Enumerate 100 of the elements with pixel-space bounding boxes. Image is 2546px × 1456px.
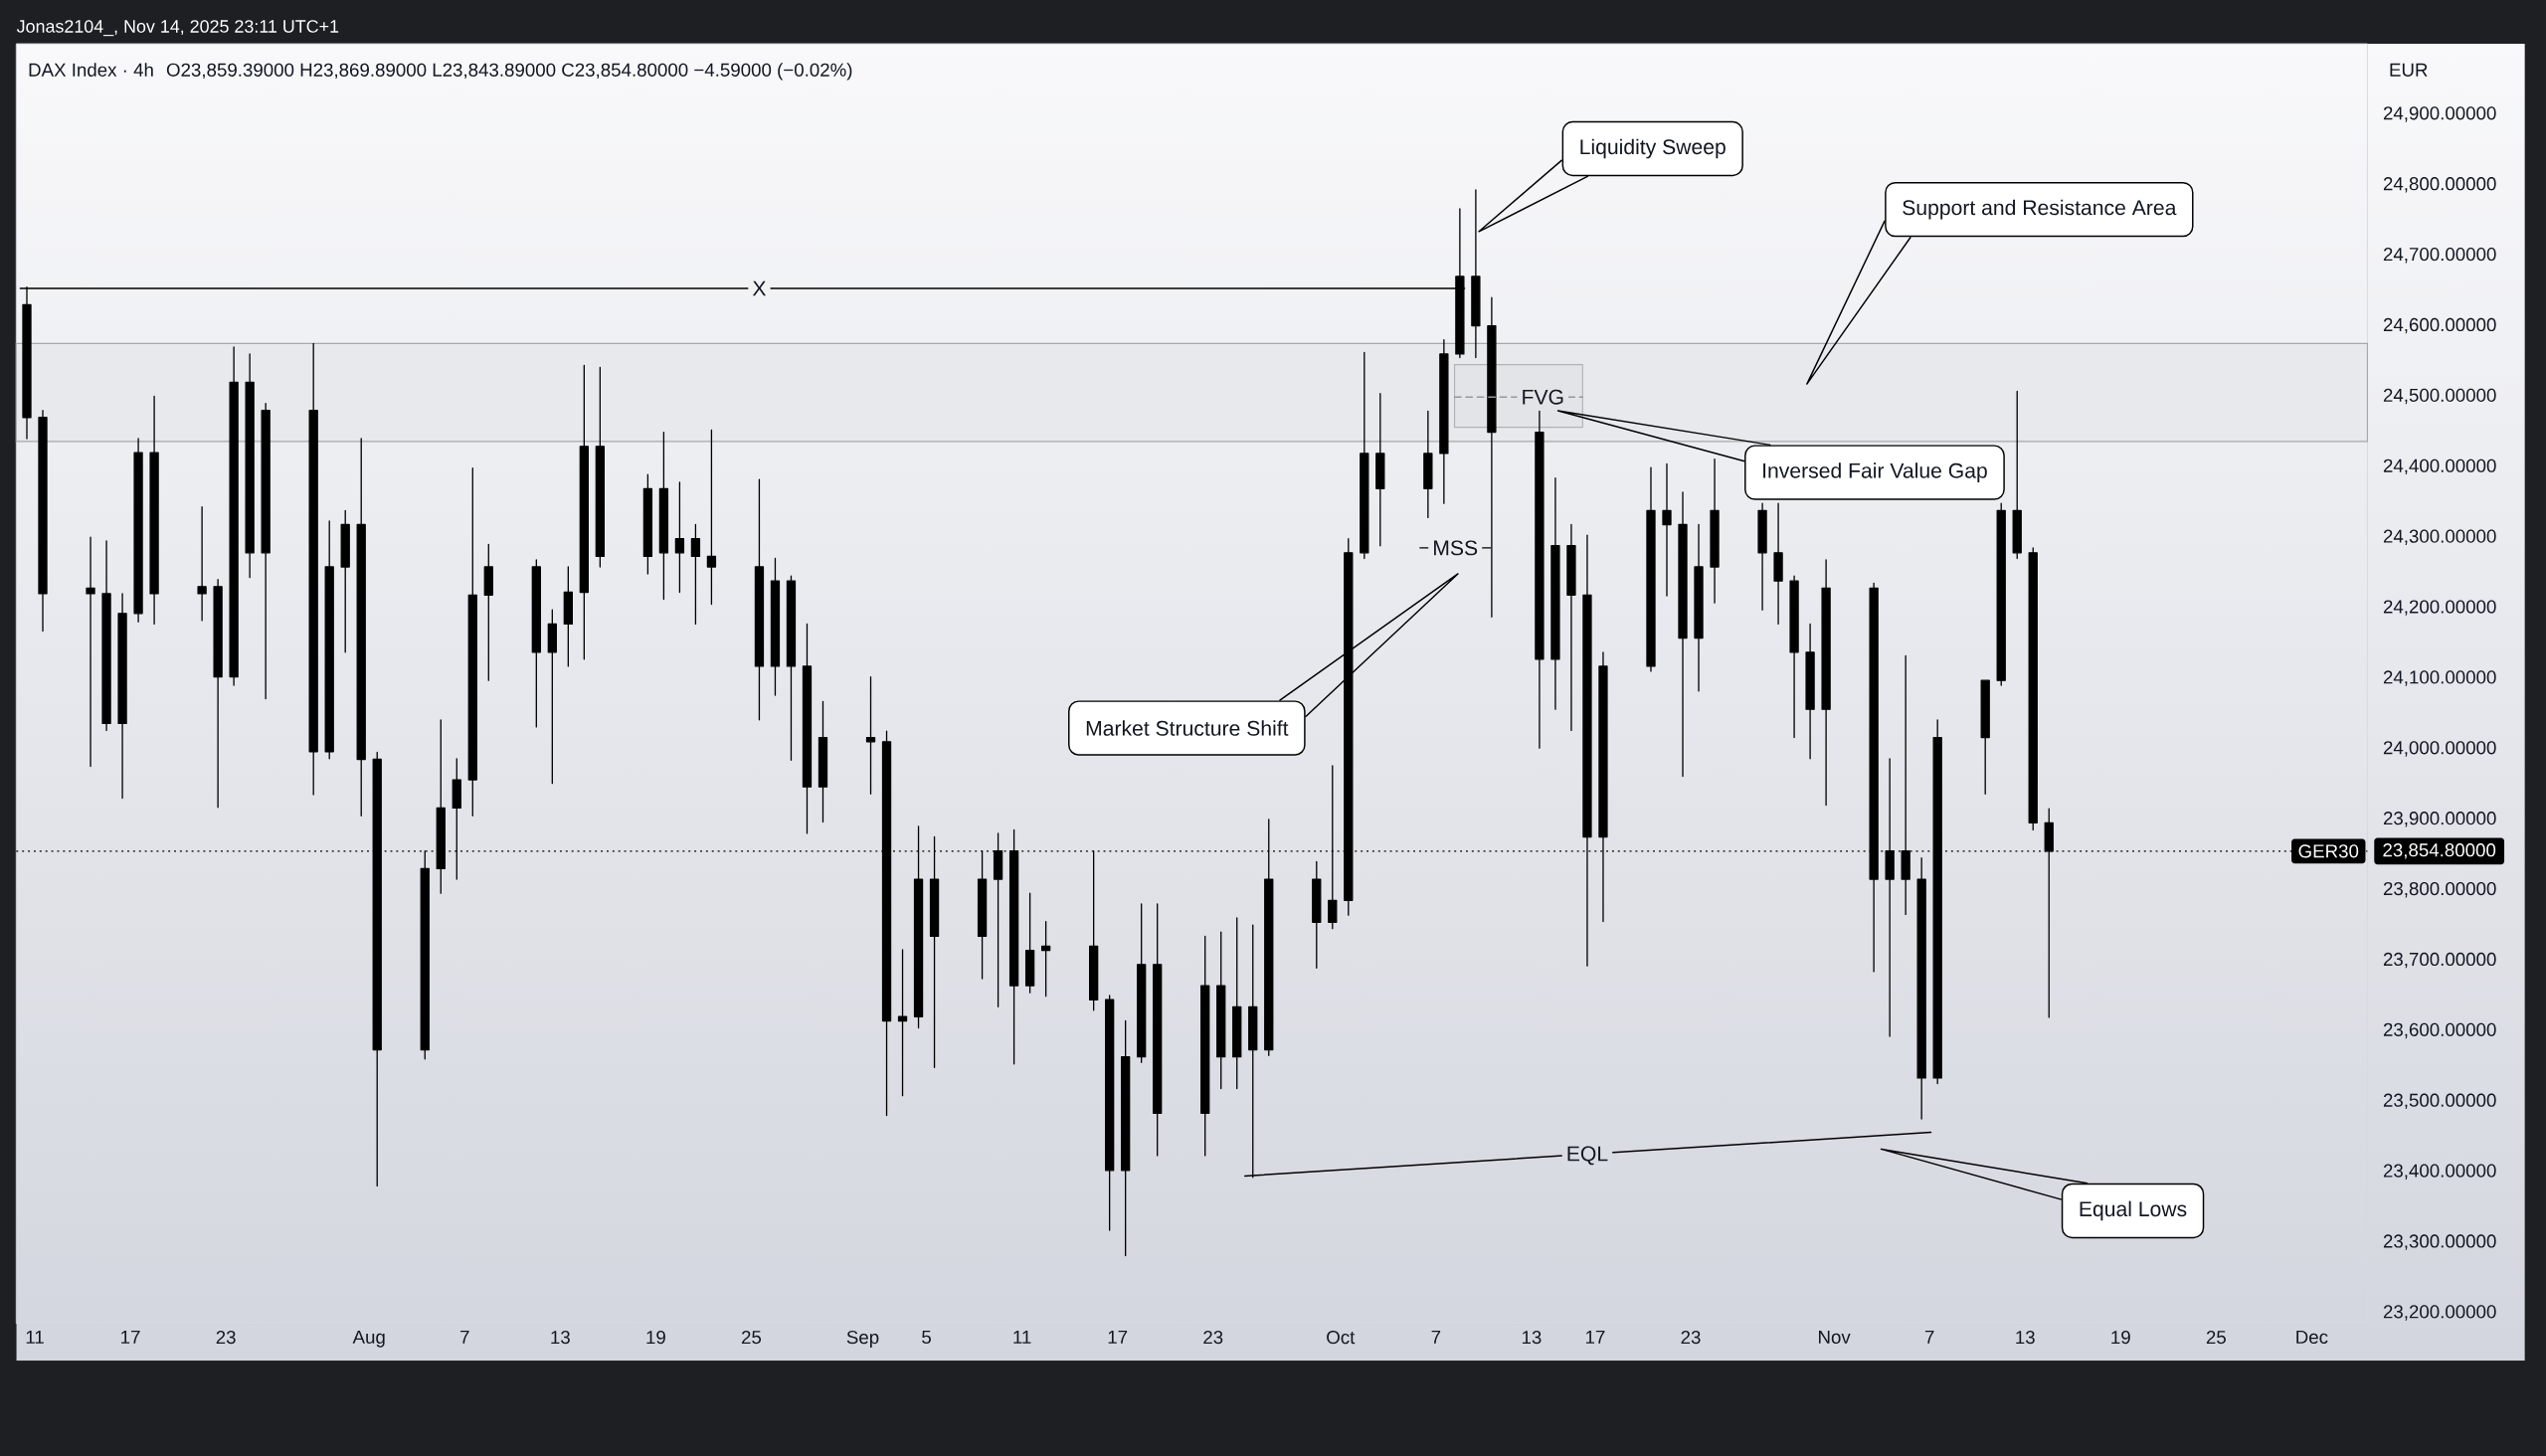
y-tick-label: 23,200.00000 [2383, 1305, 2496, 1321]
y-tick-label: 24,400.00000 [2383, 458, 2496, 474]
candlestick [197, 505, 207, 622]
candlestick [356, 438, 366, 817]
candlestick [1757, 502, 1767, 611]
candlestick [1694, 523, 1704, 692]
x-tick-label: Sep [846, 1330, 879, 1348]
x-tick-label: 23 [216, 1330, 236, 1344]
x-tick-label: Nov [1819, 1330, 1851, 1344]
candlestick [1916, 856, 1926, 1120]
annotation: Market Structure Shift [1086, 720, 1289, 736]
candlestick [1773, 502, 1783, 625]
x-tick-label: 17 [121, 1330, 140, 1344]
candlestick [642, 473, 653, 575]
y-tick-label: 23,300.00000 [2383, 1234, 2496, 1250]
candlestick [483, 543, 493, 681]
candlestick [213, 578, 223, 809]
x-tick-label: 11 [26, 1330, 44, 1344]
y-tick-label: 24,600.00000 [2383, 317, 2496, 334]
y-tick-label: 24,000.00000 [2383, 740, 2496, 757]
candlestick [2012, 390, 2022, 559]
candlestick [1789, 575, 1799, 738]
annotation: Liquidity Sweep [1580, 138, 1726, 159]
candlestick [786, 575, 797, 761]
candlestick [1535, 410, 1545, 749]
x-tick-label: 25 [741, 1330, 762, 1344]
x-tick-label: Aug [352, 1330, 385, 1348]
candlestick [1105, 995, 1115, 1231]
y-tick-label: 23,500.00000 [2383, 1093, 2496, 1109]
candlestick [117, 593, 127, 799]
x-tick-label: 17 [1108, 1330, 1128, 1344]
candlestick [563, 566, 573, 667]
candlestick [1678, 490, 1688, 777]
candlestick [579, 364, 590, 660]
y-tick-label: 23,800.00000 [2383, 881, 2496, 898]
annotation: FVG [1523, 389, 1563, 405]
candlestick [86, 536, 95, 768]
candlestick [770, 557, 781, 696]
candlestick [1312, 860, 1322, 969]
y-tick-label: 24,700.00000 [2383, 247, 2496, 264]
candlestick [149, 395, 159, 625]
candlestick [324, 520, 334, 760]
text: DAX Index · 4h [29, 62, 153, 77]
x-tick-label: 11 [1013, 1330, 1031, 1344]
annotation: Equal Lows [2080, 1200, 2187, 1221]
candlestick [595, 366, 606, 568]
candlestick [1200, 935, 1210, 1157]
y-tick-label: 23,600.00000 [2383, 1022, 2496, 1038]
y-tick-label: 24,800.00000 [2383, 176, 2496, 193]
annotation: X [752, 280, 767, 296]
x-tick-label: Oct [1327, 1330, 1356, 1344]
text: Jonas2104_, Nov 14, 2025 23:11 UTC+1 [16, 19, 339, 36]
annotation: Inversed Fair Value Gap [1763, 461, 1987, 482]
candlestick [1439, 338, 1449, 504]
candlestick [818, 700, 828, 823]
y-tick-label: 23,900.00000 [2383, 811, 2496, 827]
y-tick-label: 24,900.00000 [2383, 105, 2496, 122]
candlestick [1216, 931, 1226, 1089]
candlestick [658, 431, 669, 601]
x-tick-label: 25 [2206, 1330, 2226, 1344]
candlestick [1710, 457, 1720, 604]
x-tick-label: 19 [2111, 1330, 2130, 1344]
candlestick [2028, 546, 2038, 830]
x-tick-label: 23 [1203, 1330, 1223, 1344]
x-tick-label: 19 [646, 1330, 665, 1344]
candlestick [1821, 559, 1831, 807]
candlestick [531, 559, 541, 728]
candlestick [101, 539, 111, 731]
y-tick-label: 24,200.00000 [2383, 600, 2496, 616]
candlestick [340, 509, 350, 653]
candlestick [1566, 523, 1576, 731]
candlestick [1137, 902, 1147, 1063]
candlestick [1646, 466, 1656, 672]
x-tick-label: 7 [460, 1330, 469, 1344]
candlestick [261, 402, 271, 699]
candlestick [1662, 462, 1672, 597]
x-tick-label: 13 [1522, 1330, 1542, 1344]
candlestick [1423, 410, 1433, 518]
x-tick-label: 23 [1681, 1330, 1701, 1344]
candlestick [1980, 679, 1990, 795]
x-tick-label: 13 [551, 1330, 570, 1344]
candlestick [467, 466, 477, 817]
y-tick-label: 23,400.00000 [2383, 1164, 2496, 1180]
y-tick-label: 24,100.00000 [2383, 670, 2496, 686]
x-tick-label: Dec [2296, 1330, 2328, 1344]
candlestick [38, 409, 48, 632]
ref-line-label: GER30 [2298, 843, 2359, 858]
candlestick [1805, 623, 1815, 760]
candlestick [754, 478, 765, 721]
annotation: Support and Resistance Area [1903, 199, 2177, 220]
candlestick [1153, 902, 1163, 1157]
x-tick-label: 17 [1585, 1330, 1605, 1344]
candlestick [1996, 502, 2006, 686]
x-tick-label: 5 [922, 1330, 931, 1344]
candlestick [1121, 1019, 1131, 1256]
x-tick-label: 7 [1924, 1330, 1934, 1344]
candlestick [229, 345, 239, 686]
text: 23,854.80000 [2383, 842, 2496, 859]
text: EUR [2390, 63, 2428, 77]
candlestick [1550, 476, 1560, 710]
